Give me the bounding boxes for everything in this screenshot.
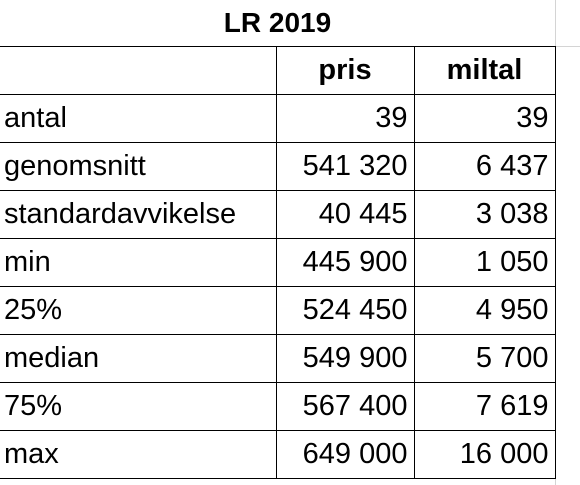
row-label-cell[interactable]: 25% [0,286,277,335]
miltal-cell[interactable]: 39 [413,94,556,143]
row-label-cell[interactable]: antal [0,94,277,143]
row-label-cell[interactable]: median [0,334,277,383]
header-cell-label[interactable] [0,46,277,95]
header-cell-pris[interactable]: pris [275,46,415,95]
table-row: standardavvikelse 40 445 3 038 [0,190,556,239]
miltal-cell[interactable]: 16 000 [413,430,556,479]
table-row: genomsnitt 541 320 6 437 [0,142,556,191]
row-label-cell[interactable]: standardavvikelse [0,190,277,239]
pris-cell[interactable]: 40 445 [275,190,415,239]
miltal-cell[interactable]: 7 619 [413,382,556,431]
row-label-cell[interactable]: genomsnitt [0,142,277,191]
miltal-cell[interactable]: 3 038 [413,190,556,239]
table-row: max 649 000 16 000 [0,430,556,479]
miltal-cell[interactable]: 6 437 [413,142,556,191]
row-label-cell[interactable]: max [0,430,277,479]
table-row: median 549 900 5 700 [0,334,556,383]
statistics-table: pris miltal antal 39 39 genomsnitt 541 3… [0,46,556,479]
gridline [555,0,556,485]
table-row: 75% 567 400 7 619 [0,382,556,431]
miltal-cell[interactable]: 1 050 [413,238,556,287]
table-header-row: pris miltal [0,46,556,95]
table-row: 25% 524 450 4 950 [0,286,556,335]
pris-cell[interactable]: 549 900 [275,334,415,383]
table-row: min 445 900 1 050 [0,238,556,287]
pris-cell[interactable]: 445 900 [275,238,415,287]
row-label-cell[interactable]: min [0,238,277,287]
pris-cell[interactable]: 567 400 [275,382,415,431]
miltal-cell[interactable]: 4 950 [413,286,556,335]
row-label-cell[interactable]: 75% [0,382,277,431]
pris-cell[interactable]: 541 320 [275,142,415,191]
table-title[interactable]: LR 2019 [0,0,555,46]
table-row: antal 39 39 [0,94,556,143]
pris-cell[interactable]: 649 000 [275,430,415,479]
miltal-cell[interactable]: 5 700 [413,334,556,383]
header-cell-miltal[interactable]: miltal [413,46,556,95]
pris-cell[interactable]: 524 450 [275,286,415,335]
pris-cell[interactable]: 39 [275,94,415,143]
